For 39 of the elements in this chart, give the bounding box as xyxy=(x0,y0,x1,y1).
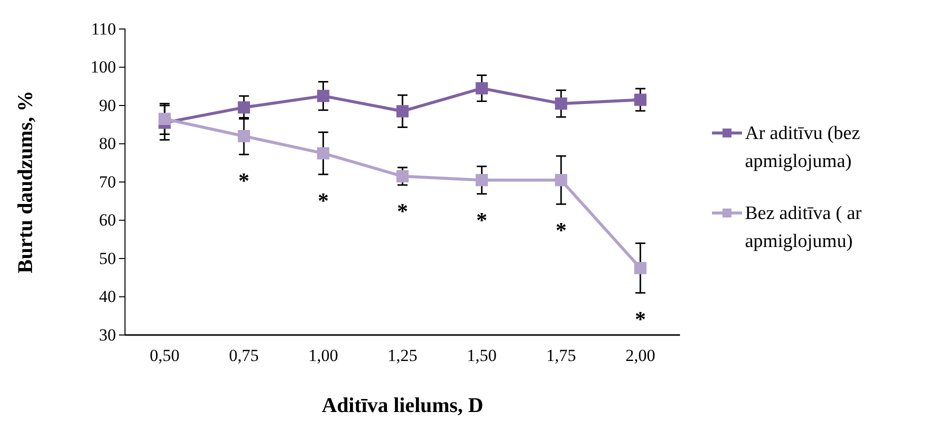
point xyxy=(158,112,171,126)
point xyxy=(476,174,488,186)
legend-label: Bez aditīva ( ar apmiglojumu) xyxy=(745,203,862,252)
point xyxy=(238,101,250,114)
y-tick-label: 70 xyxy=(99,172,116,192)
x-tick-label: 1,25 xyxy=(388,346,418,366)
x-tick-label: 1,50 xyxy=(466,346,497,366)
y-tick-label: 60 xyxy=(99,210,116,230)
y-axis-title: Burtu daudzums, % xyxy=(13,90,37,274)
annotation: * xyxy=(556,218,567,243)
point xyxy=(634,262,646,274)
y-tick-label: 80 xyxy=(99,134,116,154)
annotation: * xyxy=(238,168,250,193)
point xyxy=(634,94,646,106)
point xyxy=(396,170,409,182)
point xyxy=(238,130,250,142)
annotation: * xyxy=(476,207,488,232)
annotation: * xyxy=(634,306,646,332)
annotation: * xyxy=(318,188,329,213)
point xyxy=(317,90,330,102)
point xyxy=(554,97,568,110)
y-tick-label: 30 xyxy=(99,325,116,344)
x-axis-title: Aditīva lielums, D xyxy=(322,393,484,417)
y-tick-label: 90 xyxy=(99,96,116,115)
y-tick-label: 40 xyxy=(99,287,116,306)
point xyxy=(476,82,488,94)
x-tick-label: 1,75 xyxy=(546,346,576,366)
y-tick-label: 100 xyxy=(90,58,116,77)
x-tick-label: 0,50 xyxy=(150,346,180,366)
legend-label: Ar aditīvu (bez apmiglojuma) xyxy=(745,123,860,172)
annotation: * xyxy=(397,198,408,224)
point xyxy=(554,174,568,186)
x-tick-label: 1,00 xyxy=(308,346,338,366)
y-tick-label: 50 xyxy=(99,248,116,268)
y-tick-label: 110 xyxy=(91,19,116,38)
point xyxy=(317,147,330,160)
point xyxy=(396,105,409,118)
x-tick-label: 0,75 xyxy=(229,346,259,366)
x-tick-label: 2,00 xyxy=(625,346,656,366)
